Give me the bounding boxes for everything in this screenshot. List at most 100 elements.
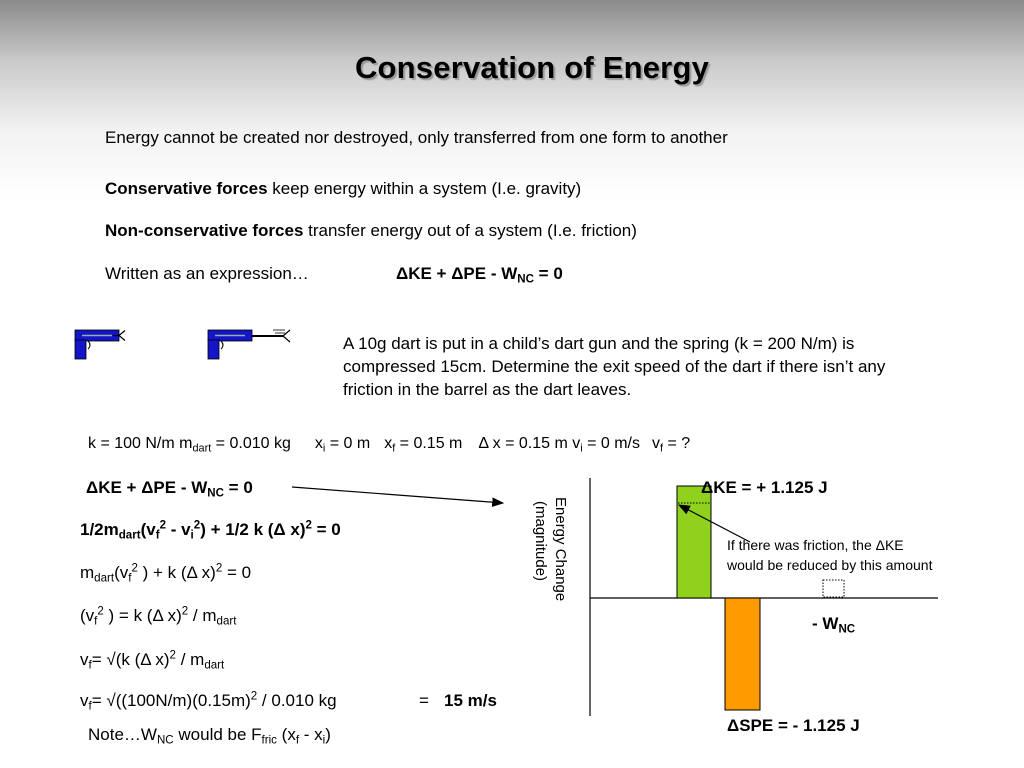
step-sub: f xyxy=(94,615,98,628)
given-dx: Δ x = 0.15 m v xyxy=(478,435,581,452)
note-part: Note…W xyxy=(88,725,157,744)
formula-part: = 0 xyxy=(533,264,563,283)
step-sup: 2 xyxy=(193,519,201,532)
step-part: (v xyxy=(140,520,156,539)
step-sub: f xyxy=(128,572,132,585)
step-part: 1/2m xyxy=(80,520,119,539)
step-2: 1/2mdart(vf2 - vi2) + 1/2 k (Δ x)2 = 0 xyxy=(80,519,341,542)
page-title: Conservation of Energy xyxy=(354,50,710,85)
step-part: m xyxy=(80,563,95,582)
conservative-term: Conservative forces xyxy=(105,179,268,198)
given-sub: f xyxy=(660,442,664,455)
given-vf: v xyxy=(652,435,660,452)
step-part: ) = k (Δ x) xyxy=(103,606,182,625)
note-part: - x xyxy=(299,725,323,744)
step-sup: 2 xyxy=(97,605,104,618)
wnc-part: - W xyxy=(812,614,839,633)
bar-spe xyxy=(724,597,761,711)
expression-formula: ΔKE + ΔPE - WNC = 0 xyxy=(396,264,563,286)
step-sub: f xyxy=(88,659,92,672)
given-xf: x xyxy=(384,435,393,452)
friction-annotation-line1: If there was friction, the ΔKE xyxy=(727,537,904,553)
given-sub: i xyxy=(322,442,326,455)
step-sup: 2 xyxy=(131,562,138,575)
nonconservative-desc: transfer energy out of a system (I.e. fr… xyxy=(303,221,637,240)
conservative-desc: keep energy within a system (I.e. gravit… xyxy=(267,179,582,198)
step-part: ΔKE + ΔPE - W xyxy=(86,478,208,497)
step-3: mdart(vf2 ) + k (Δ x)2 = 0 xyxy=(80,562,252,585)
dart-gun-compressed-icon xyxy=(72,328,132,362)
step-part: (v xyxy=(80,606,95,625)
nonconservative-forces-line: Non-conservative forces transfer energy … xyxy=(105,221,637,241)
step-sup: 2 xyxy=(181,605,189,618)
given-sub: i xyxy=(580,442,583,455)
dart-gun-fired-icon xyxy=(205,328,295,362)
step-part: - v xyxy=(165,520,191,539)
wnc-dashed-box xyxy=(822,579,845,598)
step-part: / m xyxy=(175,650,205,669)
step-sub: dart xyxy=(216,615,237,628)
note-part: ) xyxy=(325,725,331,744)
step-sup: 2 xyxy=(169,649,176,662)
given-xf-val: = 0.15 m xyxy=(395,435,463,452)
given-vf-val: = ? xyxy=(663,435,691,452)
note-part: would be F xyxy=(173,725,262,744)
given-xi: x xyxy=(314,435,323,452)
note-sub: f xyxy=(295,734,300,747)
given-sub: f xyxy=(392,442,396,455)
friction-annotation-arrow xyxy=(677,504,751,543)
ke-label: ΔKE = + 1.125 J xyxy=(701,478,828,497)
step-sup: 2 xyxy=(159,519,166,532)
given-values: k = 100 N/m mdart = 0.010 kg xi = 0 m xf =… xyxy=(88,435,691,455)
given-sub: dart xyxy=(192,442,212,455)
step-part: / 0.010 kg xyxy=(257,691,337,710)
step-sub: dart xyxy=(118,529,141,542)
problem-statement: A 10g dart is put in a child’s dart gun … xyxy=(343,334,886,399)
given-m: = 0.010 kg xyxy=(211,435,291,452)
step-sub: dart xyxy=(204,659,225,672)
step-sub: f xyxy=(88,700,92,713)
step-part: (v xyxy=(114,563,129,582)
spe-label: ΔSPE = - 1.125 J xyxy=(727,716,860,735)
given-vi: = 0 m/s xyxy=(582,435,640,452)
intro-text: Energy cannot be created nor destroyed, … xyxy=(105,128,728,147)
step-sup: 2 xyxy=(250,690,258,703)
step-4: (vf2 ) = k (Δ x)2 / mdart xyxy=(80,605,237,628)
step-sub: dart xyxy=(94,572,115,585)
step-part: = 0 xyxy=(223,478,253,497)
final-result: 15 m/s xyxy=(444,691,497,710)
step-6: vf= √((100N/m)(0.15m)2 / 0.010 kg xyxy=(80,690,337,713)
conservative-forces-line: Conservative forces keep energy within a… xyxy=(105,179,581,199)
wnc-sub: NC xyxy=(838,623,856,636)
chart-y-label-line1: Energy Change xyxy=(552,497,569,601)
step-sup: 2 xyxy=(215,562,223,575)
step-1: ΔKE + ΔPE - WNC = 0 xyxy=(86,478,253,500)
formula-sub: NC xyxy=(517,273,534,286)
wnc-label: - WNC xyxy=(812,614,856,636)
note-sub: i xyxy=(322,734,326,747)
step-sub: f xyxy=(155,529,160,542)
note-sub: NC xyxy=(156,734,174,747)
step-part: ) + k (Δ x) xyxy=(137,563,216,582)
step-part: = √((100N/m)(0.15m) xyxy=(91,691,251,710)
step-part: v xyxy=(80,691,89,710)
nonconservative-term: Non-conservative forces xyxy=(105,221,304,240)
formula-part: ΔKE + ΔPE - W xyxy=(396,264,518,283)
step-part: = 0 xyxy=(311,520,341,539)
step-part: v xyxy=(80,650,89,669)
given-k: k = 100 N/m m xyxy=(88,435,193,452)
step-sup: 2 xyxy=(305,519,312,532)
step-sub: NC xyxy=(207,487,224,500)
expression-lead: Written as an expression… xyxy=(105,264,309,283)
note-part: (x xyxy=(276,725,296,744)
chart-y-label-line2: (magnitude) xyxy=(532,501,549,581)
step-part: = 0 xyxy=(222,563,252,582)
note-sub: fric xyxy=(261,734,277,747)
note-line: Note…WNC would be Ffric (xf - xi) xyxy=(88,725,331,747)
step-5: vf= √(k (Δ x)2 / mdart xyxy=(80,649,225,672)
step-part: ) + 1/2 k (Δ x) xyxy=(200,520,306,539)
given-xi-val: = 0 m xyxy=(325,435,371,452)
step-sub: i xyxy=(190,529,194,542)
step-to-chart-arrow xyxy=(291,486,505,507)
